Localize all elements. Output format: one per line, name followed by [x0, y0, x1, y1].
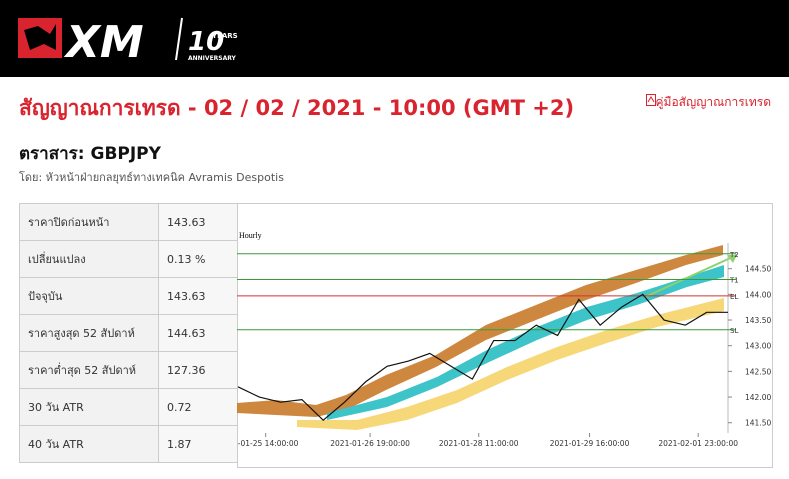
chart-title: Hourly [239, 231, 262, 240]
guide-text[interactable]: คู่มือสัญญาณการเทรด [655, 95, 772, 109]
chart: Hourly 141.50 142.00 142.50 143.00 143.50 144.… [237, 203, 773, 468]
stat-value: 0.13 % [158, 240, 238, 278]
stat-label: เปลี่ยนแปลง [19, 240, 159, 278]
stat-value: 127.36 [158, 351, 238, 389]
table-row: ราคาสูงสุด 52 สัปดาห์ 144.63 [19, 314, 238, 352]
table-row: 30 วัน ATR 0.72 [19, 388, 238, 426]
stat-label: 30 วัน ATR [19, 388, 159, 426]
page-title: สัญญาณการเทรด - 02 / 02 / 2021 - 10:00 (… [19, 96, 575, 120]
x-tick-label: 1-01-25 14:00:00 [237, 439, 299, 448]
author: โดย: หัวหน้าฝ่ายกลยุทธ์ทางเทคนิค Avramis… [19, 171, 284, 184]
y-tick-label: 143.00 [745, 342, 771, 351]
y-tick-label: 144.00 [745, 290, 771, 299]
pdf-icon [645, 94, 656, 106]
table-row: เปลี่ยนแปลง 0.13 % [19, 240, 238, 278]
stat-value: 143.63 [158, 277, 238, 315]
guide-link[interactable]: คู่มือสัญญาณการเทรด [645, 93, 772, 112]
table-row: ราคาต่ำสุด 52 สัปดาห์ 127.36 [19, 351, 238, 389]
y-tick-label: 142.50 [745, 367, 771, 376]
y-tick-label: 144.50 [745, 265, 771, 274]
logo[interactable]: XM 10 YEARS ANNIVERSARY [0, 0, 260, 77]
level-label: SL [730, 327, 738, 335]
level-label: T2 [729, 251, 739, 259]
table-row: ราคาปิดก่อนหน้า 143.63 [19, 203, 238, 241]
level-label: EL [730, 293, 738, 301]
table-row: ปัจจุบัน 143.63 [19, 277, 238, 315]
logo-brand: XM [63, 17, 144, 68]
y-tick-label: 143.50 [745, 316, 771, 325]
stat-value: 1.87 [158, 425, 238, 463]
x-tick-label: 2021-01-29 16:00:00 [550, 439, 630, 448]
stat-value: 143.63 [158, 203, 238, 241]
stat-label: ราคาปิดก่อนหน้า [19, 203, 159, 241]
table-row: 40 วัน ATR 1.87 [19, 425, 238, 463]
stat-label: ปัจจุบัน [19, 277, 159, 315]
x-tick-label: 2021-01-26 19:00:00 [330, 439, 410, 448]
stat-label: ราคาสูงสุด 52 สัปดาห์ [19, 314, 159, 352]
stat-value: 0.72 [158, 388, 238, 426]
logo-anniversary: ANNIVERSARY [188, 55, 237, 62]
x-tick-label: 2021-02-01 23:00:00 [658, 439, 738, 448]
stat-label: ราคาต่ำสุด 52 สัปดาห์ [19, 351, 159, 389]
logo-years: 10 [188, 27, 224, 57]
price-line [237, 293, 728, 421]
instrument: ตราสาร: GBPJPY [19, 144, 161, 164]
x-tick-label: 2021-01-28 11:00:00 [439, 439, 519, 448]
logo-years-word: YEARS [211, 32, 238, 40]
stat-value: 144.63 [158, 314, 238, 352]
y-tick-label: 141.50 [745, 419, 771, 428]
level-label: T1 [729, 276, 739, 284]
stat-label: 40 วัน ATR [19, 425, 159, 463]
stats-table: ราคาปิดก่อนหน้า 143.63 เปลี่ยนแปลง 0.13 % ปั… [19, 203, 238, 463]
header-bar: XM 10 YEARS ANNIVERSARY [0, 0, 789, 77]
y-tick-label: 142.00 [745, 393, 771, 402]
